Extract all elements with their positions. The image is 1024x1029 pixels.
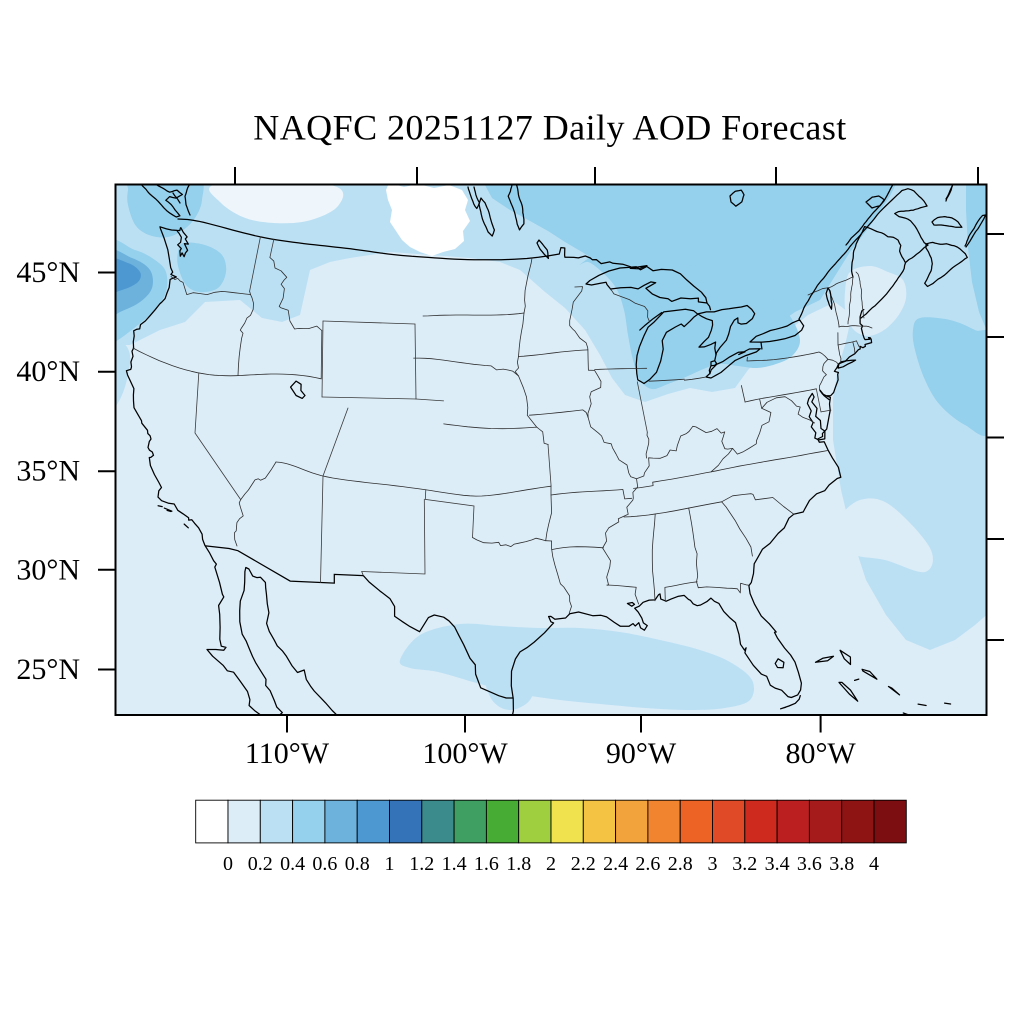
svg-text:90°W: 90°W xyxy=(606,737,677,770)
svg-text:1.6: 1.6 xyxy=(474,853,499,875)
svg-text:80°W: 80°W xyxy=(785,737,856,770)
svg-text:35°N: 35°N xyxy=(16,455,80,488)
svg-text:1.2: 1.2 xyxy=(409,853,434,875)
svg-text:2.4: 2.4 xyxy=(603,853,628,875)
svg-text:0.4: 0.4 xyxy=(280,853,305,875)
svg-text:1: 1 xyxy=(385,853,395,875)
svg-text:3.6: 3.6 xyxy=(797,853,822,875)
svg-text:3.4: 3.4 xyxy=(765,853,790,875)
svg-text:NAQFC 20251127 Daily AOD Forec: NAQFC 20251127 Daily AOD Forecast xyxy=(253,108,847,148)
svg-text:100°W: 100°W xyxy=(422,737,508,770)
svg-text:3.8: 3.8 xyxy=(829,853,854,875)
svg-text:1.4: 1.4 xyxy=(442,853,467,875)
svg-text:30°N: 30°N xyxy=(16,553,80,586)
svg-text:2.2: 2.2 xyxy=(571,853,596,875)
svg-text:45°N: 45°N xyxy=(16,256,80,289)
svg-text:2: 2 xyxy=(546,853,556,875)
svg-text:0.8: 0.8 xyxy=(345,853,370,875)
svg-text:1.8: 1.8 xyxy=(506,853,531,875)
svg-text:40°N: 40°N xyxy=(16,355,80,388)
svg-text:0.2: 0.2 xyxy=(248,853,273,875)
svg-text:2.6: 2.6 xyxy=(635,853,660,875)
svg-text:25°N: 25°N xyxy=(16,653,80,686)
svg-text:110°W: 110°W xyxy=(245,737,330,770)
svg-text:0: 0 xyxy=(223,853,233,875)
svg-text:4: 4 xyxy=(869,853,879,875)
svg-text:3.2: 3.2 xyxy=(732,853,757,875)
svg-text:0.6: 0.6 xyxy=(312,853,337,875)
svg-text:2.8: 2.8 xyxy=(668,853,693,875)
svg-text:3: 3 xyxy=(708,853,718,875)
